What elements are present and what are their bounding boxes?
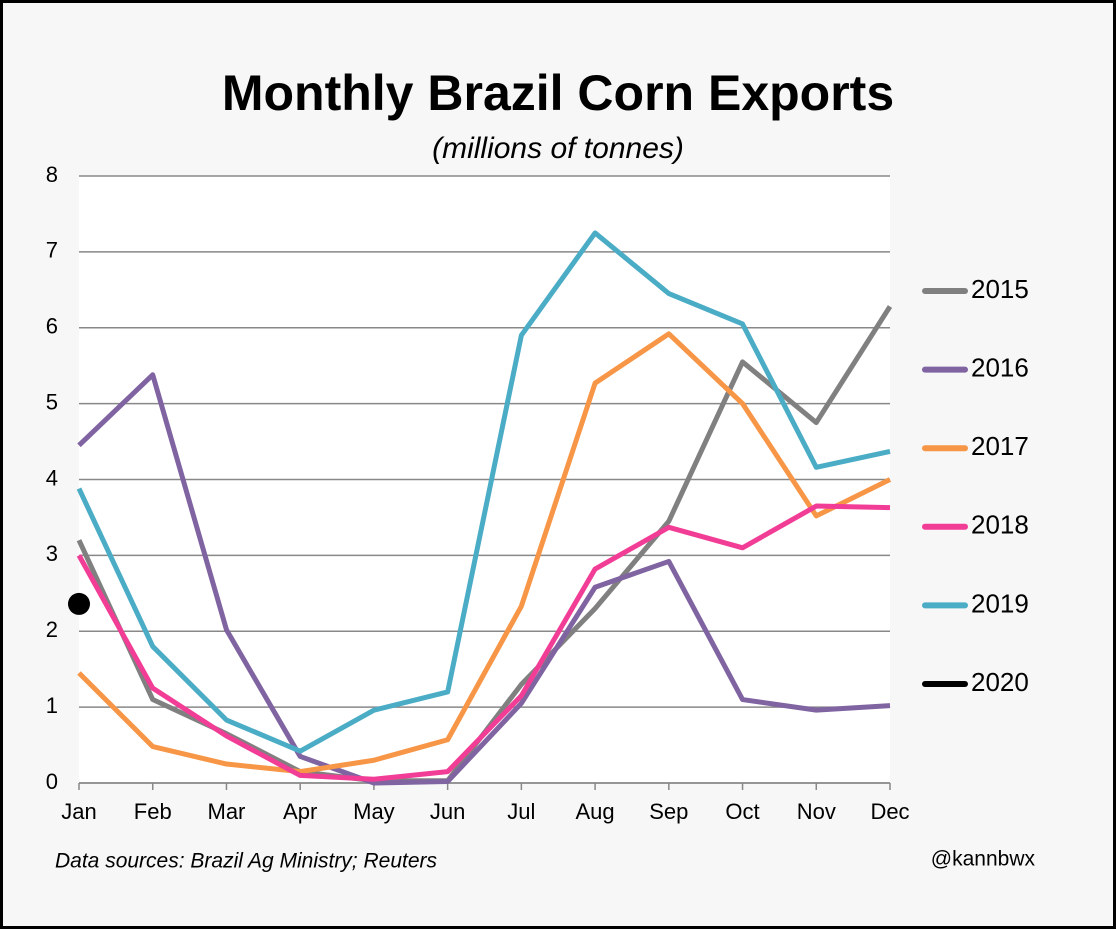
legend-label: 2017: [971, 431, 1029, 461]
y-tick-label: 0: [46, 769, 58, 794]
legend-label: 2015: [971, 274, 1029, 304]
chart-subtitle: (millions of tonnes): [432, 132, 684, 165]
x-tick-label: Oct: [725, 799, 759, 824]
legend-label: 2020: [971, 667, 1029, 697]
x-tick-label: Sep: [649, 799, 688, 824]
y-tick-label: 5: [46, 389, 58, 414]
y-tick-label: 6: [46, 314, 58, 339]
x-tick-label: May: [353, 799, 395, 824]
y-tick-label: 3: [46, 541, 58, 566]
legend-label: 2018: [971, 510, 1029, 540]
x-tick-label: Aug: [576, 799, 615, 824]
data-point: [68, 592, 90, 615]
x-tick-label: Apr: [283, 799, 317, 824]
x-tick-label: Mar: [208, 799, 246, 824]
chart-title: Monthly Brazil Corn Exports: [222, 65, 894, 121]
y-tick-label: 8: [46, 162, 58, 187]
y-tick-label: 2: [46, 617, 58, 642]
x-tick-label: Jul: [507, 799, 535, 824]
x-tick-label: Nov: [797, 799, 836, 824]
y-tick-label: 7: [46, 238, 58, 263]
series-line: [76, 503, 891, 782]
series-line: [77, 372, 891, 786]
legend-label: 2016: [971, 352, 1029, 382]
x-tick-label: Dec: [870, 799, 909, 824]
credit: @kannbwx: [931, 848, 1036, 871]
source-note: Data sources: Brazil Ag Ministry; Reuter…: [55, 850, 438, 873]
legend-label: 2019: [971, 588, 1029, 618]
x-tick-label: Jun: [430, 799, 465, 824]
x-tick-label: Jan: [61, 799, 96, 824]
x-tick-label: Feb: [134, 799, 172, 824]
series-line: [77, 331, 892, 775]
y-tick-label: 4: [46, 465, 58, 490]
y-tick-label: 1: [46, 693, 58, 718]
series-line: [76, 230, 891, 754]
